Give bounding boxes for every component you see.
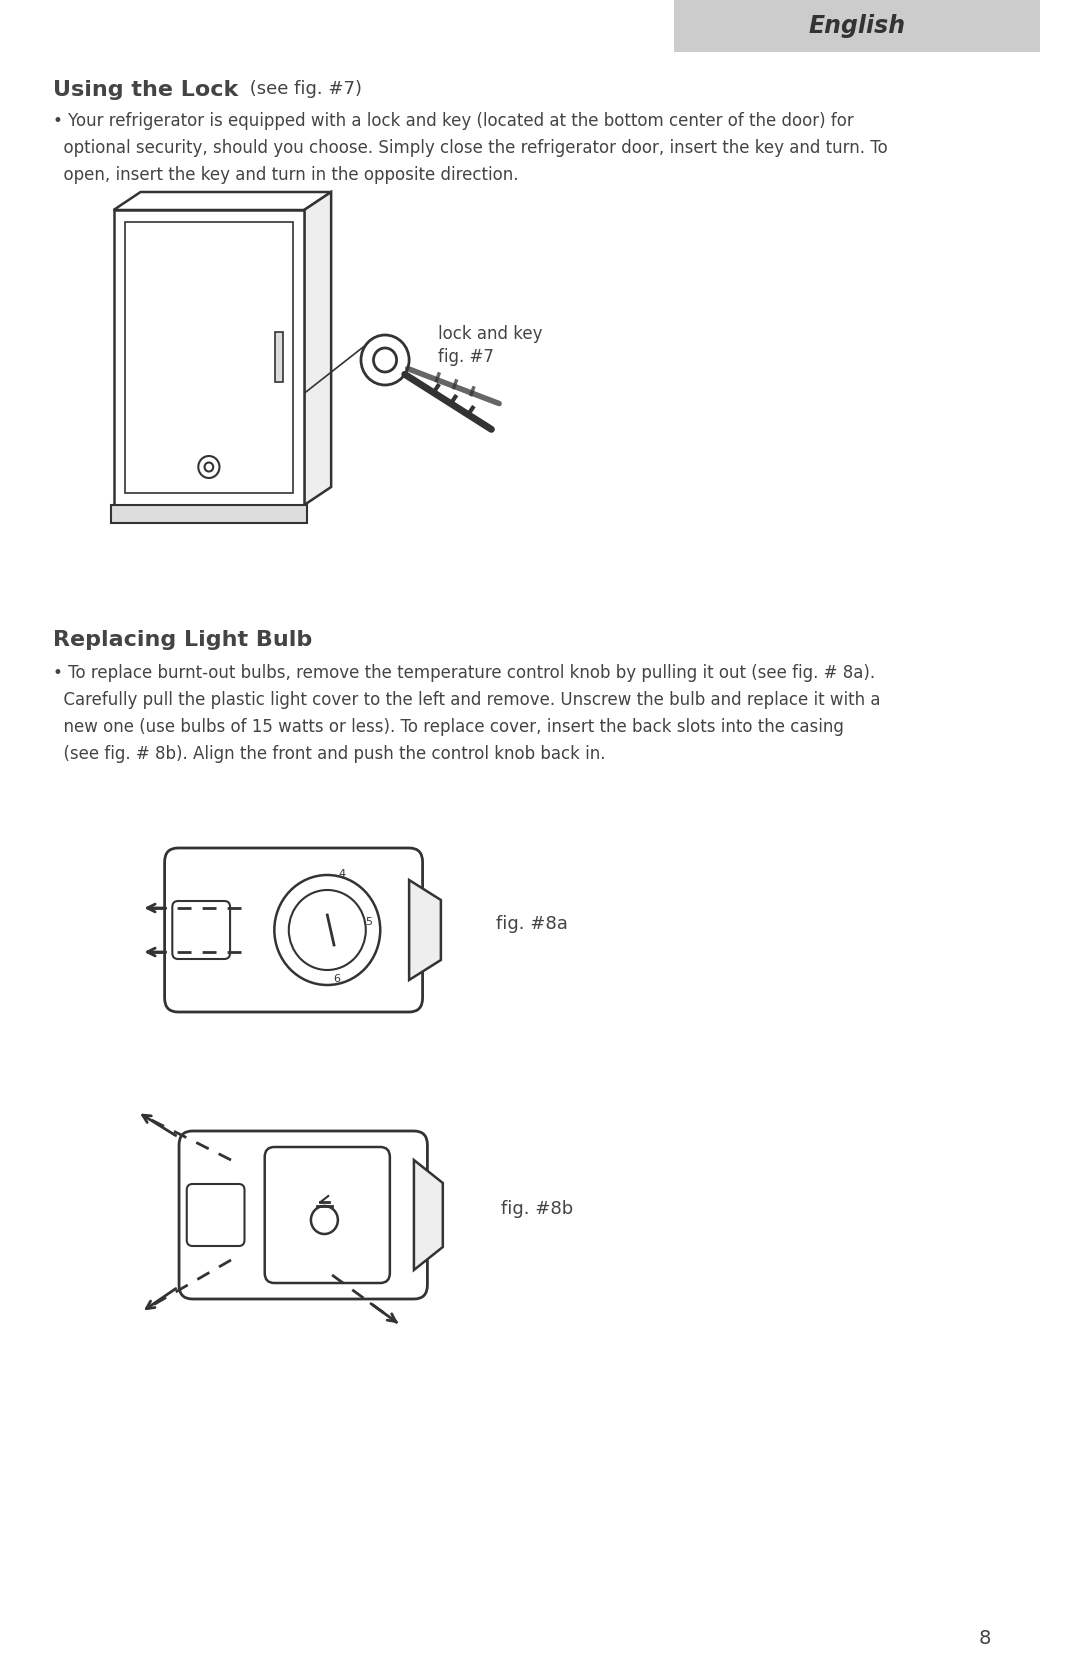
Text: Carefully pull the plastic light cover to the left and remove. Unscrew the bulb : Carefully pull the plastic light cover t…: [53, 691, 880, 709]
Polygon shape: [409, 880, 441, 980]
Bar: [125, 222, 293, 492]
Polygon shape: [414, 1160, 443, 1270]
Text: open, insert the key and turn in the opposite direction.: open, insert the key and turn in the opp…: [53, 165, 518, 184]
Text: English: English: [808, 13, 905, 38]
FancyBboxPatch shape: [173, 901, 230, 960]
Bar: [674, 0, 1040, 52]
Bar: [113, 210, 305, 506]
FancyBboxPatch shape: [179, 1132, 428, 1298]
Text: lock and key: lock and key: [438, 325, 542, 344]
Text: (see fig. #7): (see fig. #7): [244, 80, 362, 98]
Text: 4: 4: [338, 870, 346, 880]
FancyBboxPatch shape: [265, 1147, 390, 1283]
Text: 8: 8: [980, 1629, 991, 1647]
Text: fig. #7: fig. #7: [438, 349, 494, 366]
Bar: [275, 332, 283, 382]
Polygon shape: [113, 192, 332, 210]
Text: 5: 5: [365, 916, 373, 926]
Text: optional security, should you choose. Simply close the refrigerator door, insert: optional security, should you choose. Si…: [53, 139, 888, 157]
FancyBboxPatch shape: [164, 848, 422, 1011]
Bar: [111, 506, 307, 522]
Text: new one (use bulbs of 15 watts or less). To replace cover, insert the back slots: new one (use bulbs of 15 watts or less).…: [53, 718, 843, 736]
Text: Using the Lock: Using the Lock: [53, 80, 239, 100]
Text: (see fig. # 8b). Align the front and push the control knob back in.: (see fig. # 8b). Align the front and pus…: [53, 744, 606, 763]
Text: fig. #8a: fig. #8a: [496, 915, 568, 933]
Text: 6: 6: [334, 975, 340, 985]
Text: Replacing Light Bulb: Replacing Light Bulb: [53, 629, 312, 649]
Text: • To replace burnt-out bulbs, remove the temperature control knob by pulling it : • To replace burnt-out bulbs, remove the…: [53, 664, 875, 683]
FancyBboxPatch shape: [187, 1183, 244, 1247]
Polygon shape: [305, 192, 332, 506]
Text: • Your refrigerator is equipped with a lock and key (located at the bottom cente: • Your refrigerator is equipped with a l…: [53, 112, 853, 130]
Text: fig. #8b: fig. #8b: [500, 1200, 572, 1218]
